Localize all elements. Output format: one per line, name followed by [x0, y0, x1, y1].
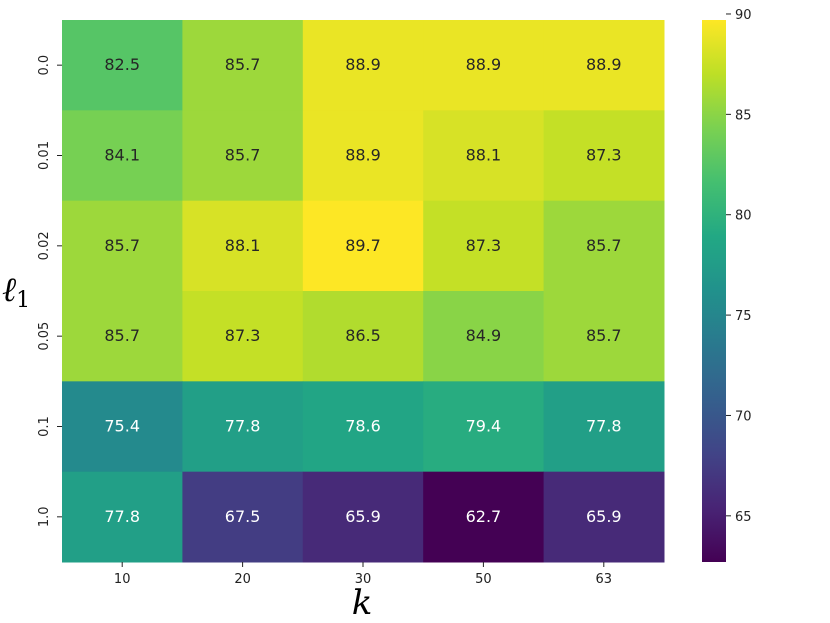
heatmap-cell — [543, 20, 665, 111]
y-axis-label-subscript: 1 — [16, 288, 30, 313]
colorbar-tick-label: 85 — [735, 108, 752, 123]
heatmap-cell-value: 88.9 — [345, 146, 381, 165]
heatmap-cell — [302, 200, 424, 292]
heatmap-cell — [182, 381, 304, 473]
heatmap-cell-value: 67.5 — [225, 507, 261, 526]
heatmap-cell — [182, 200, 304, 292]
y-axis-ticks: 0.0 0.01 0.02 0.05 0.1 1.0 — [37, 55, 62, 527]
heatmap-cell-value: 87.3 — [466, 236, 502, 255]
y-axis-label: ℓ1 — [2, 270, 30, 313]
y-tick-label: 0.02 — [37, 231, 52, 260]
y-tick-label: 0.0 — [37, 55, 52, 76]
heatmap-cell — [302, 110, 424, 202]
heatmap-cell — [302, 291, 424, 382]
heatmap-cell-value: 85.7 — [104, 326, 140, 345]
x-tick-label: 30 — [355, 572, 372, 587]
heatmap-cell-value: 78.6 — [345, 417, 381, 436]
heatmap-cell-value: 77.8 — [586, 417, 622, 436]
colorbar — [702, 20, 726, 562]
heatmap-cell — [182, 110, 304, 202]
heatmap-cell-value: 87.3 — [586, 146, 622, 165]
heatmap-cell-value: 86.5 — [345, 326, 381, 345]
heatmap-cell — [423, 471, 545, 563]
heatmap-cell-value: 85.7 — [586, 236, 622, 255]
heatmap-cell — [182, 20, 304, 111]
heatmap-cell — [302, 20, 424, 111]
heatmap-cell — [62, 110, 183, 202]
colorbar-tick-label: 80 — [735, 209, 752, 224]
heatmap-cell-value: 88.9 — [586, 55, 622, 74]
heatmap-cell-value: 88.9 — [345, 55, 381, 74]
colorbar-tick-label: 90 — [735, 8, 752, 23]
heatmap-cell — [423, 200, 545, 292]
heatmap-cell — [182, 471, 304, 563]
heatmap-cell — [543, 200, 665, 292]
y-tick-label: 0.05 — [37, 322, 52, 351]
heatmap-cell-value: 84.9 — [466, 326, 502, 345]
colorbar-tick-label: 75 — [735, 309, 752, 324]
heatmap-cell-value: 79.4 — [466, 417, 502, 436]
heatmap-cells — [62, 20, 665, 563]
heatmap-cell — [62, 471, 183, 563]
x-axis-ticks: 10 20 30 50 63 — [114, 562, 612, 587]
heatmap-cell-value: 82.5 — [104, 55, 140, 74]
heatmap-cell-value: 77.8 — [225, 417, 261, 436]
heatmap-cell — [423, 381, 545, 473]
y-tick-label: 0.01 — [37, 141, 52, 170]
heatmap-cell — [543, 471, 665, 563]
heatmap-cell — [62, 381, 183, 473]
heatmap-cell-value: 88.1 — [466, 146, 502, 165]
heatmap-cell — [182, 291, 304, 382]
heatmap-cell-value: 89.7 — [345, 236, 381, 255]
x-axis-label: k — [352, 583, 373, 623]
heatmap-cell-value: 85.7 — [225, 146, 261, 165]
heatmap-cell — [62, 20, 183, 111]
heatmap-cell-value: 84.1 — [104, 146, 140, 165]
heatmap-cell-value: 88.9 — [466, 55, 502, 74]
x-tick-label: 20 — [234, 572, 251, 587]
heatmap-cell — [543, 381, 665, 473]
heatmap-cell — [62, 200, 183, 292]
y-tick-label: 1.0 — [37, 506, 52, 527]
heatmap-cell-value: 87.3 — [225, 326, 261, 345]
heatmap-cell — [302, 381, 424, 473]
colorbar-tick-label: 70 — [735, 409, 752, 424]
heatmap-cell-value: 85.7 — [586, 326, 622, 345]
heatmap-cell-value: 62.7 — [466, 507, 502, 526]
heatmap-cell — [302, 471, 424, 563]
heatmap-cell — [543, 110, 665, 202]
colorbar-tick-label: 65 — [735, 510, 752, 525]
x-tick-label: 63 — [596, 572, 613, 587]
heatmap-cell-value: 65.9 — [345, 507, 381, 526]
heatmap-cell-value: 77.8 — [104, 507, 140, 526]
heatmap-cell — [423, 291, 545, 382]
heatmap-cell — [62, 291, 183, 382]
x-tick-label: 50 — [475, 572, 492, 587]
heatmap-cell — [423, 20, 545, 111]
heatmap-cell-value: 85.7 — [225, 55, 261, 74]
colorbar-ticks: 65 70 75 80 85 90 — [726, 8, 752, 525]
x-tick-label: 10 — [114, 572, 131, 587]
y-tick-label: 0.1 — [37, 416, 52, 437]
heatmap-cell — [423, 110, 545, 202]
heatmap-cell-value: 65.9 — [586, 507, 622, 526]
heatmap-cell-value: 88.1 — [225, 236, 261, 255]
heatmap-cell-labels: 82.5 85.7 88.9 88.9 88.9 84.1 85.7 88.9 88.1 87.3… — [104, 55, 621, 526]
heatmap-cell — [543, 291, 665, 382]
y-axis-label-main: ℓ — [2, 270, 16, 310]
heatmap-cell-value: 85.7 — [104, 236, 140, 255]
heatmap-cell-value: 75.4 — [104, 417, 140, 436]
